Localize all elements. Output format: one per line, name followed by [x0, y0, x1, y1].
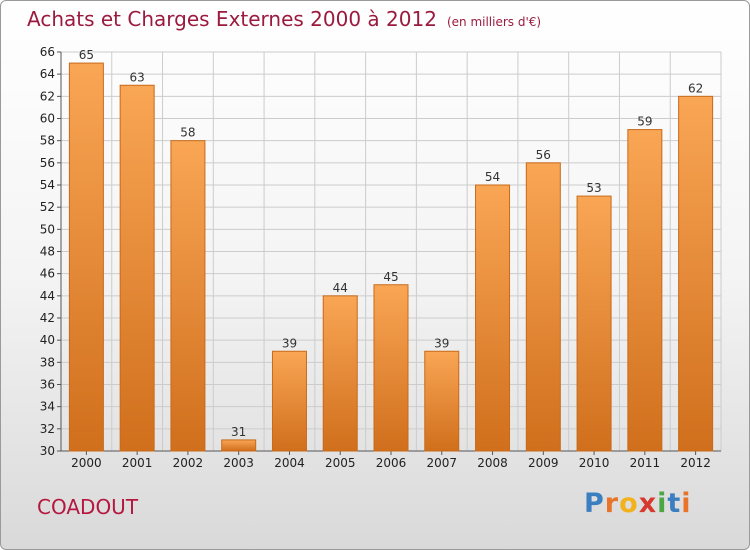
y-tick-label: 34 [40, 400, 55, 414]
x-tick-label: 2006 [376, 456, 407, 470]
y-tick-label: 62 [40, 89, 55, 103]
x-tick-label: 2010 [579, 456, 610, 470]
commune-name: COADOUT [37, 495, 139, 519]
y-tick-label: 52 [40, 200, 55, 214]
bar-2005[interactable] [322, 295, 358, 452]
bar-value-label: 65 [79, 48, 94, 62]
y-tick-label: 66 [40, 45, 55, 59]
bar-2002[interactable] [170, 140, 206, 452]
x-tick-label: 2002 [173, 456, 204, 470]
bar-value-label: 54 [485, 170, 500, 184]
y-tick-label: 64 [40, 67, 55, 81]
y-tick-label: 42 [40, 311, 55, 325]
logo-letter: i [681, 488, 692, 519]
y-tick-label: 60 [40, 112, 55, 126]
logo-letter: x [638, 488, 658, 519]
bar-2000[interactable] [68, 62, 104, 452]
logo-letter: r [604, 488, 620, 519]
y-tick-label: 40 [40, 333, 55, 347]
bar-value-label: 56 [536, 148, 551, 162]
y-tick-label: 30 [40, 444, 55, 458]
x-tick-label: 2004 [274, 456, 305, 470]
y-tick-label: 36 [40, 378, 55, 392]
bar-value-label: 58 [180, 126, 195, 140]
y-tick-label: 58 [40, 134, 55, 148]
y-tick-label: 54 [40, 178, 55, 192]
x-tick-label: 2005 [325, 456, 356, 470]
x-tick-label: 2012 [680, 456, 711, 470]
bar-value-label: 39 [434, 336, 449, 350]
bar-value-label: 63 [130, 70, 145, 84]
bars [68, 62, 714, 452]
labels: 65 2000 63 2001 58 2002 31 2003 39 2004 44 2005 45 20… [71, 48, 711, 470]
bar-2009[interactable] [525, 162, 561, 452]
bar-2001[interactable] [119, 84, 155, 452]
bar-2012[interactable] [678, 95, 714, 452]
x-tick-label: 2008 [477, 456, 508, 470]
y-tick-label: 56 [40, 156, 55, 170]
bar-2011[interactable] [627, 129, 663, 452]
bar-value-label: 53 [586, 181, 601, 195]
bar-value-label: 59 [637, 115, 652, 129]
proxiti-logo[interactable]: Proxiti [584, 488, 692, 519]
chart-subtitle: (en milliers d'€) [446, 15, 542, 29]
y-tick-label: 46 [40, 267, 55, 281]
x-tick-label: 2007 [426, 456, 457, 470]
bar-2007[interactable] [424, 350, 460, 452]
logo-letter: P [584, 488, 605, 519]
logo-letter: t [667, 488, 682, 519]
bar-2003[interactable] [221, 439, 257, 452]
y-tick-label: 44 [40, 289, 55, 303]
logo-letter: o [619, 488, 639, 519]
y-tick-label: 32 [40, 422, 55, 436]
x-tick-label: 2000 [71, 456, 102, 470]
bar-2004[interactable] [271, 350, 307, 452]
y-tick-label: 50 [40, 222, 55, 236]
bar-value-label: 31 [231, 425, 246, 439]
logo-letter: i [657, 488, 668, 519]
x-tick-label: 2003 [223, 456, 254, 470]
bar-value-label: 39 [282, 336, 297, 350]
bar-value-label: 62 [688, 81, 703, 95]
bar-2006[interactable] [373, 284, 409, 452]
y-tick-label: 38 [40, 355, 55, 369]
x-tick-label: 2011 [630, 456, 661, 470]
chart-title-text: Achats et Charges Externes 2000 à 2012 [27, 7, 437, 31]
bar-2010[interactable] [576, 195, 612, 452]
bar-value-label: 45 [383, 270, 398, 284]
bar-value-label: 44 [333, 281, 348, 295]
bar-2008[interactable] [475, 184, 511, 452]
x-tick-label: 2001 [122, 456, 153, 470]
chart-title: Achats et Charges Externes 2000 à 2012 (e… [27, 7, 541, 31]
y-tick-label: 48 [40, 245, 55, 259]
x-tick-label: 2009 [528, 456, 559, 470]
